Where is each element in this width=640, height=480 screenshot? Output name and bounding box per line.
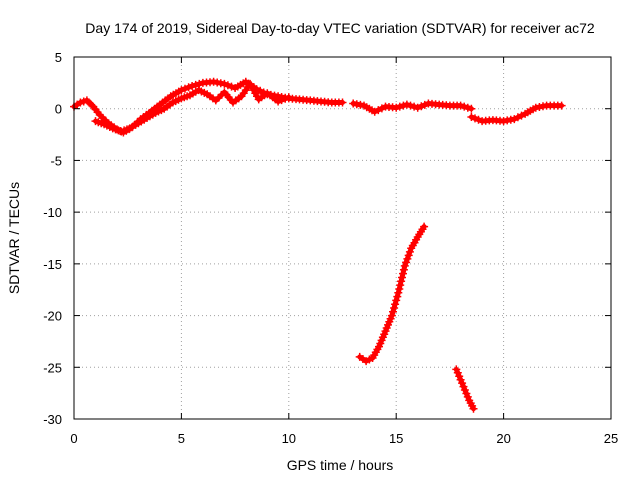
series-markers	[355, 222, 429, 366]
x-tick-label: 0	[70, 431, 77, 446]
series-layer	[70, 77, 566, 413]
series-markers	[467, 101, 566, 126]
y-tick-label: -30	[43, 412, 62, 427]
y-tick-label: -25	[43, 360, 62, 375]
y-tick-label: -20	[43, 309, 62, 324]
series-markers	[452, 365, 478, 413]
series-satellite-track-b	[91, 79, 293, 136]
chart-title: Day 174 of 2019, Sidereal Day-to-day VTE…	[85, 20, 595, 36]
series-satellite-track-f	[452, 365, 478, 413]
x-tick-label: 10	[282, 431, 296, 446]
y-tick-label: 0	[55, 102, 62, 117]
y-axis-label: SDTVAR / TECUs	[6, 182, 22, 294]
series-line	[357, 224, 427, 364]
series-satellite-track-c	[349, 99, 476, 116]
x-tick-label: 25	[604, 431, 618, 446]
y-tick-label: -5	[50, 153, 62, 168]
y-tick-label: -10	[43, 205, 62, 220]
y-tick-label: -15	[43, 257, 62, 272]
series-satellite-track-e	[355, 222, 429, 366]
x-tick-label: 20	[496, 431, 510, 446]
plot-frame	[73, 56, 612, 420]
series-markers	[349, 99, 476, 116]
series-satellite-track-d	[467, 101, 566, 126]
series-markers	[91, 79, 293, 136]
axis-ticks: 0 5 10 15 20 25 5 0 -5 -10 -15 -20 -25 -30	[43, 50, 618, 446]
x-axis-label: GPS time / hours	[287, 457, 394, 473]
x-tick-label: 5	[178, 431, 185, 446]
x-tick-label: 15	[389, 431, 403, 446]
y-tick-label: 5	[55, 50, 62, 65]
